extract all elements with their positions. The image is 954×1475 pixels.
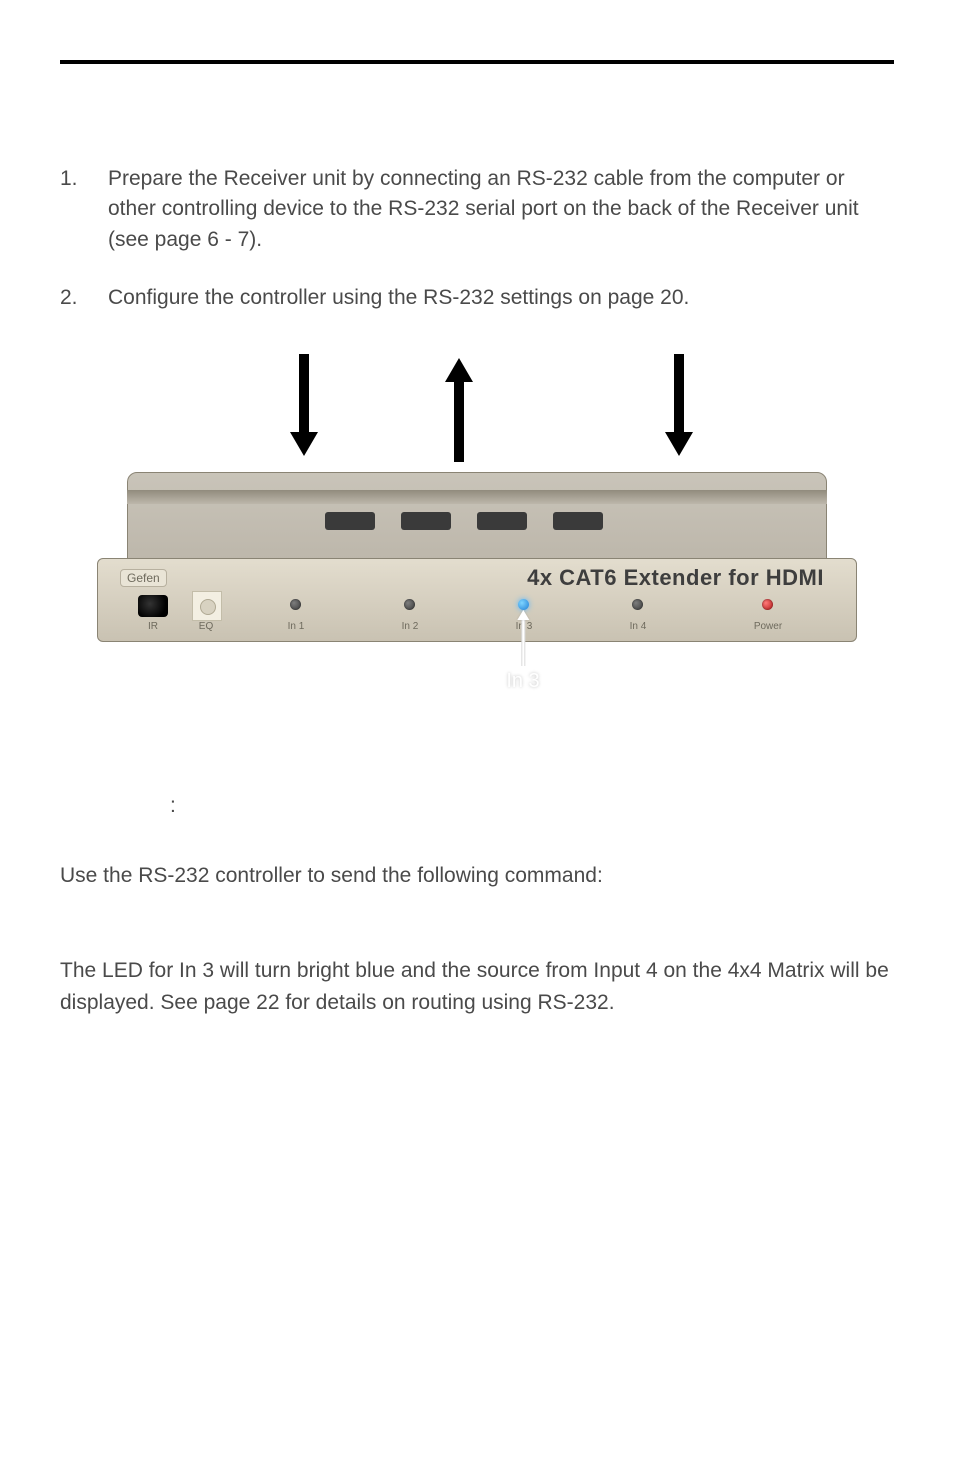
vent-slot xyxy=(325,512,375,530)
eq-dial-icon xyxy=(192,591,222,621)
step-2: 2. Configure the controller using the RS… xyxy=(60,283,894,313)
label-power: Power xyxy=(754,621,782,632)
device-top-shadow xyxy=(127,490,827,504)
vent-slot xyxy=(401,512,451,530)
led-in4 xyxy=(632,599,643,610)
paragraph-2: The LED for In 3 will turn bright blue a… xyxy=(60,955,894,1018)
label-eq: EQ xyxy=(199,621,213,632)
arrow-down-icon xyxy=(292,354,316,464)
horizontal-rule xyxy=(60,60,894,64)
led-in3 xyxy=(518,599,529,610)
arrow-down-icon xyxy=(667,354,691,464)
vent-slot xyxy=(477,512,527,530)
step-number: 2. xyxy=(60,283,108,313)
stray-colon: : xyxy=(170,794,894,818)
device-figure: Gefen 4x CAT6 Extender for HDMI IR EQ In… xyxy=(97,354,857,734)
figure-wrap: Gefen 4x CAT6 Extender for HDMI IR EQ In… xyxy=(60,354,894,734)
step-number: 1. xyxy=(60,164,108,255)
led-in1 xyxy=(290,599,301,610)
device-illustration: Gefen 4x CAT6 Extender for HDMI IR EQ In… xyxy=(97,472,857,642)
device-title: 4x CAT6 Extender for HDMI xyxy=(98,565,824,591)
step-1: 1. Prepare the Receiver unit by connecti… xyxy=(60,164,894,255)
label-in4: In 4 xyxy=(630,621,647,632)
callout-label: In 3 xyxy=(506,670,539,693)
ir-window-icon xyxy=(138,595,168,617)
label-in1: In 1 xyxy=(288,621,305,632)
arrow-up-icon xyxy=(447,354,471,464)
vent-slot xyxy=(553,512,603,530)
callout-in3: In 3 xyxy=(506,610,539,693)
led-power xyxy=(762,599,773,610)
step-text: Prepare the Receiver unit by connecting … xyxy=(108,164,894,255)
page: 1. Prepare the Receiver unit by connecti… xyxy=(0,0,954,1475)
step-text: Configure the controller using the RS-23… xyxy=(108,283,894,313)
device-front-panel: Gefen 4x CAT6 Extender for HDMI IR EQ In… xyxy=(97,558,857,642)
paragraph-1: Use the RS-232 controller to send the fo… xyxy=(60,860,894,892)
led-in2 xyxy=(404,599,415,610)
label-in2: In 2 xyxy=(402,621,419,632)
label-ir: IR xyxy=(148,621,158,632)
